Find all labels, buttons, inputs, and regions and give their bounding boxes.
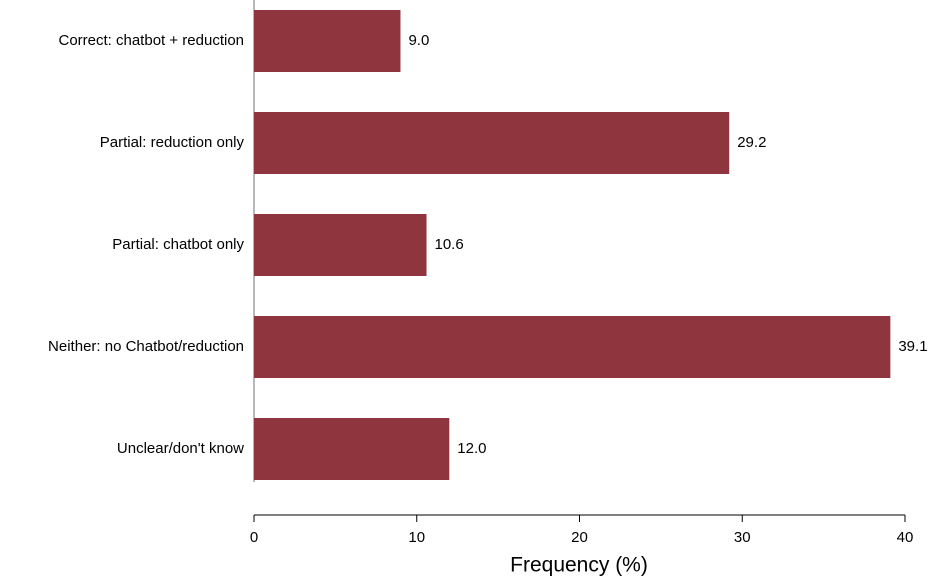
y-tick-label: Partial: chatbot only — [112, 236, 244, 253]
y-tick-label: Correct: chatbot + reduction — [58, 32, 244, 49]
x-axis-title: Frequency (%) — [510, 554, 648, 577]
y-tick-label: Neither: no Chatbot/reduction — [48, 338, 244, 355]
x-tick-label: 20 — [571, 529, 588, 546]
bar — [254, 112, 730, 174]
y-tick-label: Partial: reduction only — [100, 134, 245, 151]
bar — [254, 214, 427, 276]
x-tick-label: 40 — [897, 529, 914, 546]
x-tick-label: 10 — [408, 529, 425, 546]
value-label: 12.0 — [457, 440, 486, 457]
value-label: 29.2 — [737, 134, 766, 151]
bar — [254, 10, 401, 72]
x-tick-label: 0 — [250, 529, 258, 546]
x-tick-label: 30 — [734, 529, 751, 546]
value-label: 9.0 — [408, 32, 429, 49]
value-label: 39.1 — [898, 338, 927, 355]
value-label: 10.6 — [435, 236, 464, 253]
bar — [254, 316, 891, 378]
y-tick-label: Unclear/don't know — [117, 440, 244, 457]
bar — [254, 418, 450, 480]
